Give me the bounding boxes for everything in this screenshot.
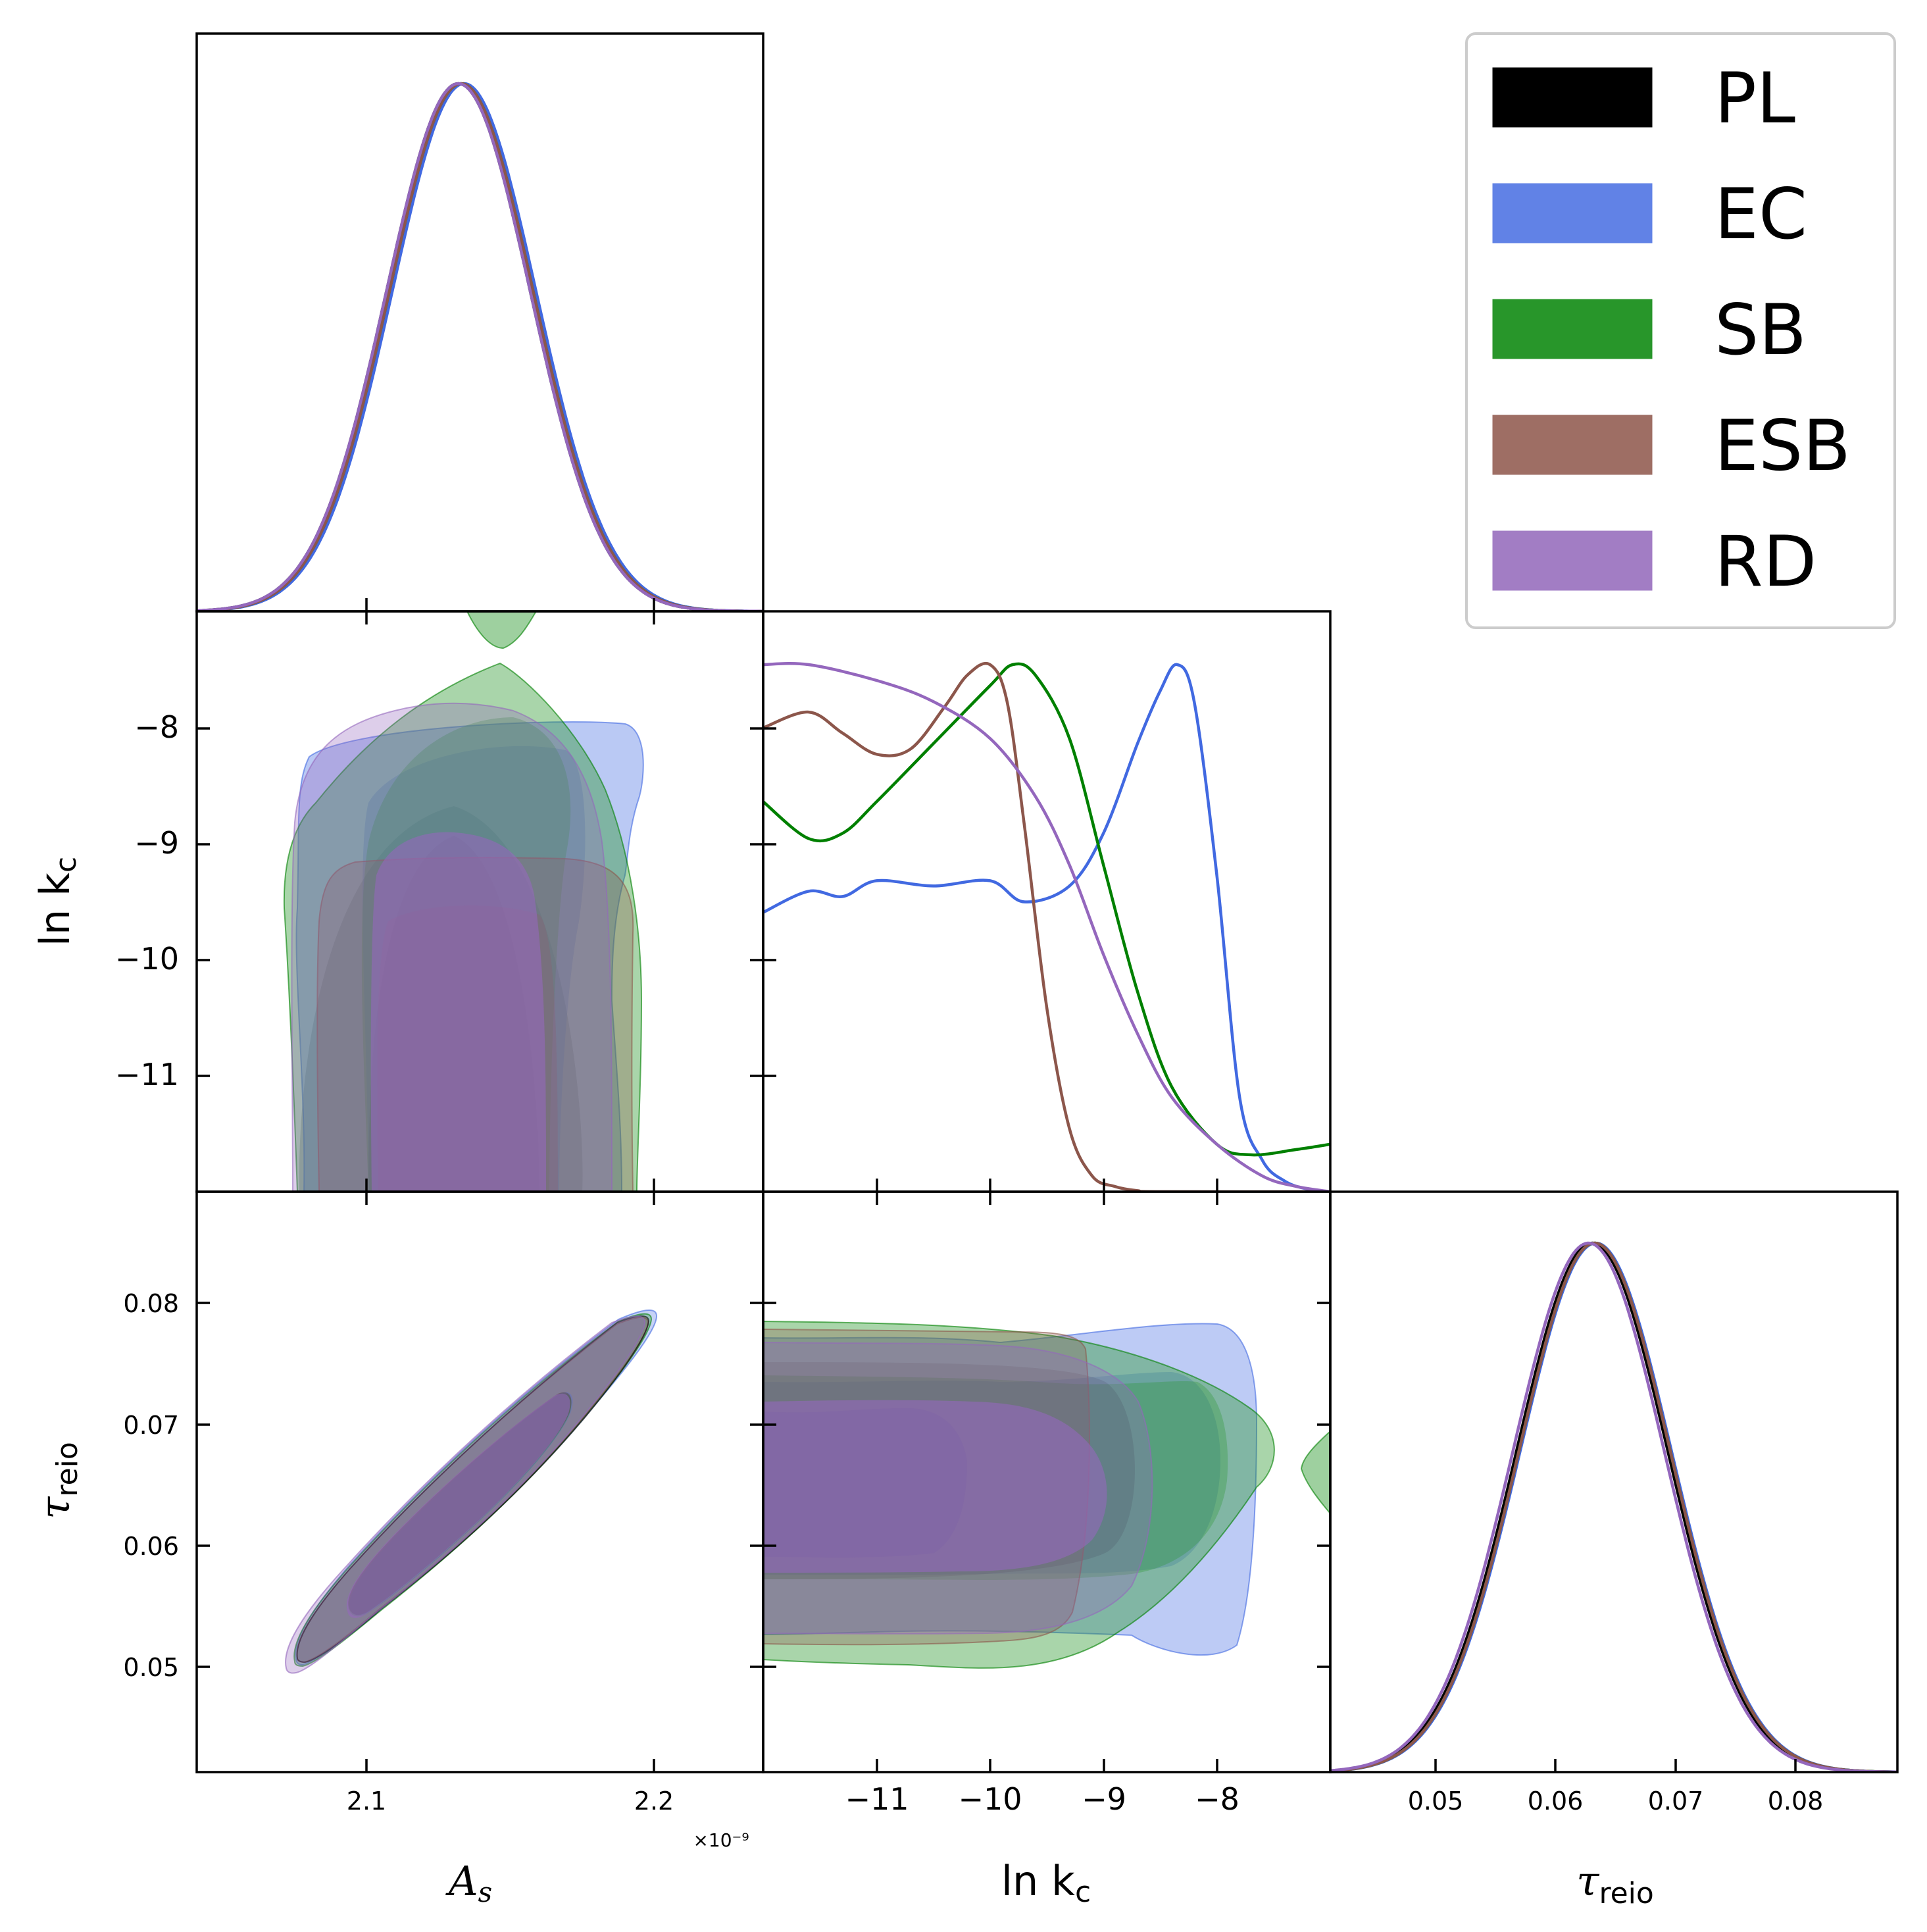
axis-labels: As ln kc τreio ln kc τreio [31,857,1654,1910]
panel-1d-as [197,82,763,611]
tick-label-lnkc-3: −8 [1195,1781,1239,1817]
curve-esb [763,661,1330,1192]
curve-ec [763,663,1330,1192]
tick-label-lnkc-0: −11 [845,1781,909,1817]
tick-label-tau-2: 0.07 [1648,1787,1704,1816]
curve-rd [1330,1241,1897,1772]
xlabel-as: As [445,1857,492,1908]
legend-swatch-sb [1492,299,1653,359]
legend-swatch-ec [1492,183,1653,243]
legend-swatch-esb [1492,415,1653,475]
legend-box [1465,32,1896,629]
contour-rd-68 [370,832,546,1192]
frame-1d-as [195,32,764,613]
tick-label-as-1: 2.2 [634,1787,674,1816]
legend-label-rd: RD [1714,521,1816,602]
legend-swatch-rd [1492,530,1653,591]
contour-rd-68 [763,1400,1107,1573]
curve-esb [1330,1241,1897,1772]
curve-ec [197,82,763,611]
tick-labels: 2.1 2.2 ×10⁻⁹ −11 −10 −9 −8 0.05 0.06 0.… [115,709,1823,1851]
panel-as-lnkc [283,611,644,1192]
panel-1d-lnkc [763,661,1330,1192]
legend-label-pl: PL [1714,58,1795,139]
legend-items: PL EC SB ESB RD [1492,58,1851,602]
tick-label-tau-0: 0.05 [1408,1787,1464,1816]
as-offset-label: ×10⁻⁹ [693,1829,749,1851]
frame-1d-lnkc [762,610,1332,1193]
curve-pl [1330,1241,1897,1772]
tick-label-tau-y-0: 0.08 [123,1289,179,1318]
tick-label-as-0: 2.1 [347,1787,386,1816]
curve-rd [197,82,763,611]
curve-pl [197,82,763,611]
contour-sb-blob [1300,1430,1330,1515]
curve-esb [197,82,763,611]
tick-label-lnkc-y-1: −9 [134,825,179,861]
legend-label-sb: SB [1714,290,1807,370]
curve-ec [1330,1241,1897,1772]
xlabel-lnkc: ln kc [1001,1857,1091,1909]
tick-label-lnkc-y-2: −10 [115,941,179,977]
legend-swatch-pl [1492,67,1653,128]
legend-label-ec: EC [1714,174,1807,255]
tick-label-tau-y-2: 0.06 [123,1532,179,1561]
tick-label-tau-1: 0.06 [1528,1787,1584,1816]
panel-lnkc-tau [763,1320,1330,1669]
tick-marks [197,598,1797,1772]
tick-label-tau-y-3: 0.05 [123,1653,179,1682]
tick-label-lnkc-y-3: −11 [115,1057,179,1092]
xlabel-tau: τreio [1576,1857,1654,1910]
contour-rd-68-cap [763,1408,967,1558]
tick-label-tau-y-1: 0.07 [123,1411,179,1440]
panel-1d-tau [1330,1241,1897,1772]
contour-rd-68 [346,1393,570,1618]
ylabel-tau: τreio [31,1442,84,1519]
frame-1d-tau [1329,1190,1899,1773]
tick-label-lnkc-1: −10 [958,1781,1022,1817]
curve-rd [763,661,1330,1192]
curve-sb [197,82,763,611]
panel-as-tau [285,1309,658,1674]
tick-label-tau-3: 0.08 [1768,1787,1824,1816]
tick-label-lnkc-y-0: −8 [134,709,179,745]
legend-label-esb: ESB [1714,405,1851,486]
curve-sb [1330,1241,1897,1772]
ylabel-lnkc: ln kc [31,857,83,946]
contour-sb-blob [466,611,538,649]
legend: PL EC SB ESB RD [1465,32,1896,629]
panel-frames [195,32,1899,1773]
tick-label-lnkc-2: −9 [1082,1781,1126,1817]
